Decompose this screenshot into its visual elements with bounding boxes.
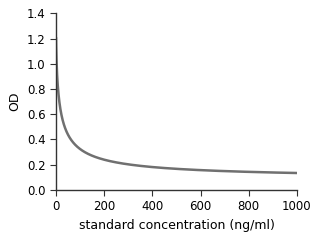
X-axis label: standard concentration (ng/ml): standard concentration (ng/ml): [78, 219, 274, 232]
Y-axis label: OD: OD: [8, 92, 21, 111]
